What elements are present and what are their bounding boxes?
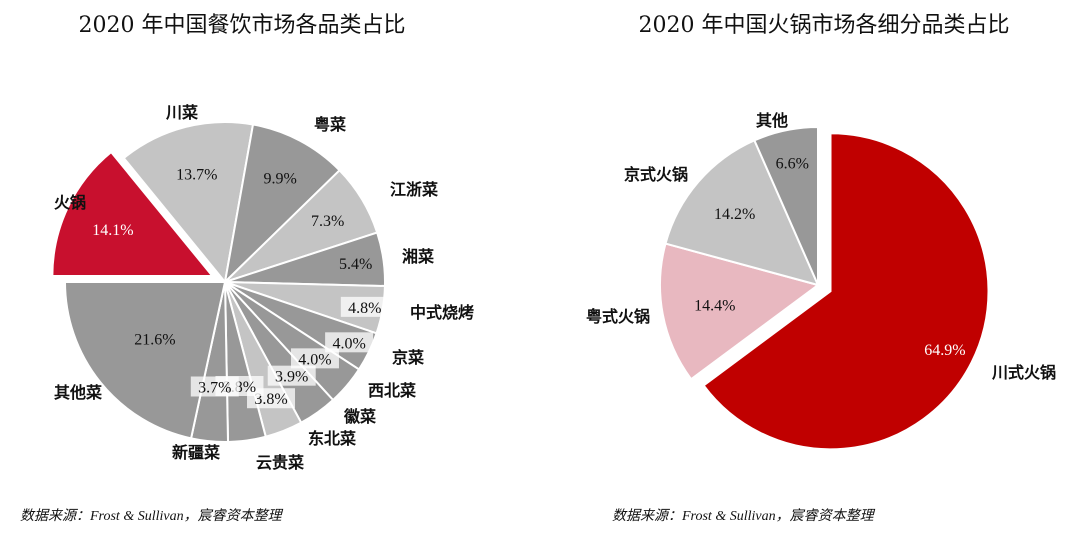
right-source-note: 数据来源：Frost & Sullivan，宸睿资本整理	[612, 508, 876, 524]
category-label-sichuan: 川菜	[165, 103, 198, 122]
category-label-other-hotpot: 其他	[756, 111, 788, 130]
value-label-box-0-5	[340, 296, 389, 317]
pie-slice-1-1	[659, 242, 821, 381]
value-label-0-4: 5.4%	[339, 256, 372, 273]
value-label-0-1: 13.7%	[176, 167, 217, 184]
value-label-0-2: 9.9%	[264, 171, 297, 188]
category-label-hunan: 湘菜	[402, 247, 434, 266]
pie-slice-0-2	[223, 123, 341, 285]
category-label-hotpot: 火锅	[54, 193, 86, 212]
value-label-box-0-7	[290, 348, 339, 369]
pie-slice-0-0	[51, 150, 215, 277]
value-label-0-12: 21.6%	[134, 331, 175, 348]
value-label-0-0: 14.1%	[92, 222, 133, 239]
left-source-note: 数据来源：Frost & Sullivan，宸睿资本整理	[20, 508, 284, 524]
category-label-yungui: 云贵菜	[256, 453, 304, 472]
category-label-beijing-hotpot: 京式火锅	[624, 165, 688, 184]
value-label-1-3: 6.6%	[776, 156, 809, 173]
category-label-northeast: 东北菜	[308, 429, 356, 448]
right-pie-labels: 川式火锅 粤式火锅 京式火锅 其他	[586, 111, 1056, 382]
category-label-cantonese-hotpot: 粤式火锅	[586, 307, 650, 326]
value-label-box-0-11	[190, 376, 239, 397]
left-chart-title: 2020 年中国餐饮市场各品类占比	[79, 13, 406, 38]
right-chart-title: 2020 年中国火锅市场各细分品类占比	[639, 13, 1010, 38]
pie-slice-0-1	[122, 121, 255, 285]
value-label-0-8: 3.9%	[275, 369, 308, 386]
category-label-jiangzhe: 江浙菜	[390, 180, 438, 199]
category-label-other: 其他菜	[54, 383, 102, 402]
category-label-cantonese: 粤菜	[314, 115, 346, 134]
value-label-1-1: 14.4%	[694, 297, 735, 314]
category-label-bbq: 中式烧烤	[410, 303, 474, 322]
category-label-anhui: 徽菜	[343, 407, 376, 426]
right-pie-slices	[659, 125, 990, 451]
value-label-0-11: 3.7%	[198, 380, 231, 397]
left-value-labels: 14.1%13.7% 9.9%7.3%5.4%4.8%4.0%4.0%3.9%3.…	[92, 167, 389, 409]
value-label-0-3: 7.3%	[311, 213, 344, 230]
pie-slice-1-0	[702, 132, 990, 451]
value-label-0-6: 4.0%	[332, 335, 365, 352]
value-label-0-5: 4.8%	[348, 300, 381, 317]
value-label-1-0: 64.9%	[924, 342, 965, 359]
category-label-northwest: 西北菜	[368, 381, 416, 400]
pie-slice-0-12	[63, 281, 227, 440]
left-pie-labels: 火锅 川菜 粤菜 江浙菜 湘菜 中式烧烤 京菜 西北菜 徽菜 东北菜 云贵菜 新…	[54, 103, 474, 472]
pie-slice-1-2	[664, 139, 820, 287]
value-label-box-0-8	[267, 365, 316, 386]
category-label-beijing: 京菜	[392, 348, 424, 367]
left-chart: 2020 年中国餐饮市场各品类占比 火锅 川菜 粤菜 江浙菜 湘菜 中式烧烤 京…	[20, 13, 474, 524]
right-chart: 2020 年中国火锅市场各细分品类占比 川式火锅 粤式火锅 京式火锅 其他 64…	[586, 13, 1056, 524]
value-label-0-7: 4.0%	[298, 351, 331, 368]
value-label-box-0-6	[325, 332, 374, 353]
value-label-1-2: 14.2%	[714, 206, 755, 223]
category-label-sichuan-hotpot: 川式火锅	[991, 363, 1056, 382]
pie-slice-1-3	[753, 125, 819, 286]
category-label-xinjiang: 新疆菜	[172, 443, 220, 462]
right-value-labels: 64.9% 14.4% 14.2% 6.6%	[694, 156, 965, 359]
